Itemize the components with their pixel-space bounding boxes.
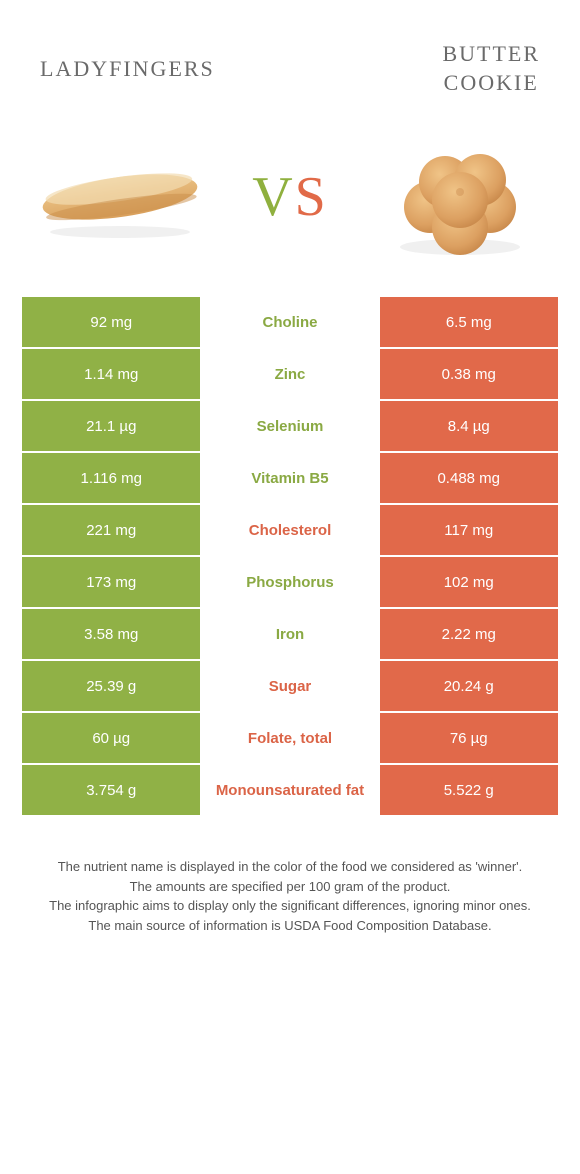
table-row: 60 µgFolate, total76 µg [22,713,558,763]
value-left: 1.116 mg [22,453,200,503]
vs-s: S [295,166,328,228]
table-row: 1.14 mgZinc0.38 mg [22,349,558,399]
nutrient-name: Phosphorus [200,557,379,607]
table-row: 3.754 gMonounsaturated fat5.522 g [22,765,558,815]
nutrient-name: Monounsaturated fat [200,765,379,815]
title-right-line2: COOKIE [442,69,540,98]
nutrient-name: Cholesterol [200,505,379,555]
value-left: 3.58 mg [22,609,200,659]
value-right: 0.38 mg [380,349,558,399]
table-row: 3.58 mgIron2.22 mg [22,609,558,659]
table-row: 1.116 mgVitamin B50.488 mg [22,453,558,503]
value-left: 173 mg [22,557,200,607]
value-right: 117 mg [380,505,558,555]
footer-line: The infographic aims to display only the… [30,896,550,916]
table-row: 25.39 gSugar20.24 g [22,661,558,711]
ladyfinger-image [30,127,210,267]
footer-line: The nutrient name is displayed in the co… [30,857,550,877]
value-left: 1.14 mg [22,349,200,399]
nutrient-name: Vitamin B5 [200,453,379,503]
title-right-line1: BUTTER [442,40,540,69]
value-right: 20.24 g [380,661,558,711]
value-left: 21.1 µg [22,401,200,451]
table-row: 92 mgCholine6.5 mg [22,297,558,347]
table-row: 173 mgPhosphorus102 mg [22,557,558,607]
value-right: 0.488 mg [380,453,558,503]
nutrient-name: Zinc [200,349,379,399]
value-left: 25.39 g [22,661,200,711]
nutrient-name: Sugar [200,661,379,711]
footer-notes: The nutrient name is displayed in the co… [0,817,580,935]
title-right: BUTTER COOKIE [442,40,540,97]
comparison-table: 92 mgCholine6.5 mg1.14 mgZinc0.38 mg21.1… [0,297,580,815]
nutrient-name: Choline [200,297,379,347]
value-right: 76 µg [380,713,558,763]
header: LADYFINGERS BUTTER COOKIE [0,0,580,117]
images-row: VS [0,117,580,297]
vs-label: VS [252,165,328,229]
value-right: 8.4 µg [380,401,558,451]
value-right: 5.522 g [380,765,558,815]
value-left: 92 mg [22,297,200,347]
value-left: 3.754 g [22,765,200,815]
value-right: 6.5 mg [380,297,558,347]
value-left: 221 mg [22,505,200,555]
nutrient-name: Iron [200,609,379,659]
value-right: 102 mg [380,557,558,607]
value-right: 2.22 mg [380,609,558,659]
table-row: 221 mgCholesterol117 mg [22,505,558,555]
title-left: LADYFINGERS [40,56,215,82]
footer-line: The amounts are specified per 100 gram o… [30,877,550,897]
footer-line: The main source of information is USDA F… [30,916,550,936]
table-row: 21.1 µgSelenium8.4 µg [22,401,558,451]
vs-v: V [252,166,294,228]
value-left: 60 µg [22,713,200,763]
cookie-image [370,127,550,267]
nutrient-name: Folate, total [200,713,379,763]
nutrient-name: Selenium [200,401,379,451]
